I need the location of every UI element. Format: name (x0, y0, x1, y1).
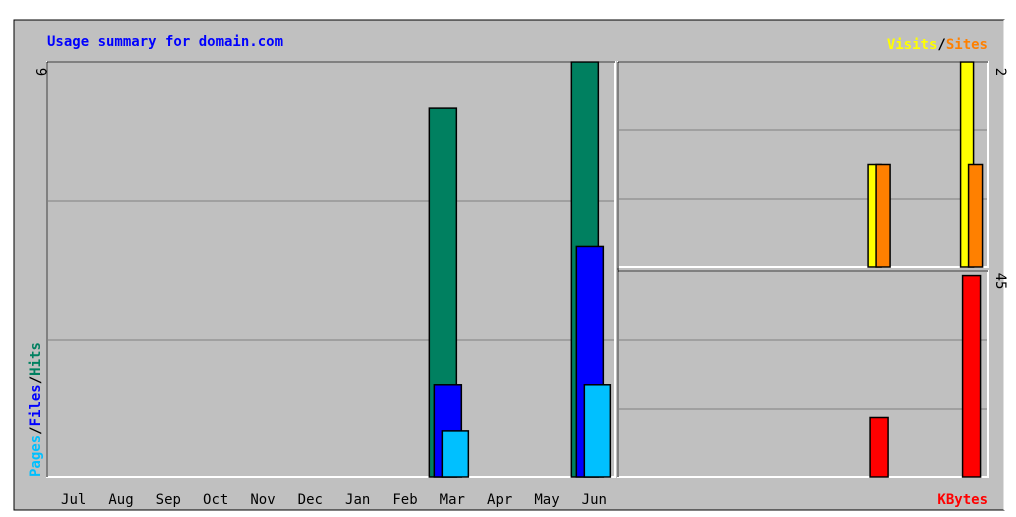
bar (961, 274, 982, 478)
legend-entry: Files (28, 384, 44, 426)
legend-entry: Hits (28, 342, 44, 376)
legend-entry: KBytes (937, 492, 988, 508)
x-tick-label: Feb (392, 492, 417, 508)
bar (869, 416, 889, 478)
x-tick-label: Dec (298, 492, 323, 508)
legend: Pages/Files/Hits (28, 342, 44, 477)
x-tick-label: Oct (203, 492, 228, 508)
legend: Visits/Sites (887, 37, 988, 53)
bar (583, 384, 612, 478)
legend-separator: / (28, 376, 44, 384)
bar (967, 163, 984, 268)
grid (48, 129, 987, 410)
x-tick-label: Jan (345, 492, 370, 508)
bar (441, 430, 470, 478)
x-tick-label: Apr (487, 492, 512, 508)
y-tick-label: 2 (992, 68, 1008, 76)
legend-separator: / (937, 37, 945, 53)
legend-entry: Visits (887, 37, 938, 53)
chart-title: Usage summary for domain.com (47, 34, 283, 50)
x-tick-label: Aug (108, 492, 133, 508)
x-tick-label: Nov (250, 492, 275, 508)
x-tick-label: May (534, 492, 559, 508)
background (13, 19, 1005, 511)
legend-separator: / (28, 426, 44, 434)
x-tick-label: Jun (582, 492, 607, 508)
legend-entry: Sites (946, 37, 988, 53)
y-tick-label: 45 (992, 273, 1008, 290)
legend-entry: Pages (28, 435, 44, 477)
x-tick-label: Sep (156, 492, 181, 508)
x-tick-label: Jul (61, 492, 86, 508)
y-tick-label: 9 (32, 68, 48, 76)
bar (875, 163, 891, 268)
x-tick-label: Mar (440, 492, 465, 508)
